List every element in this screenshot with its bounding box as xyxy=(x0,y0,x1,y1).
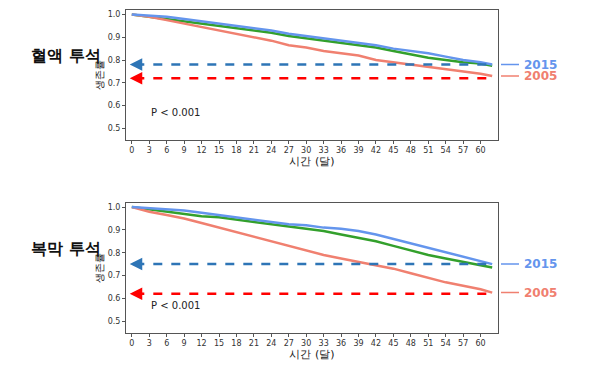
svg-text:P < 0.001: P < 0.001 xyxy=(151,107,200,118)
svg-text:3: 3 xyxy=(147,339,152,348)
svg-text:42: 42 xyxy=(371,339,381,348)
svg-text:27: 27 xyxy=(284,146,294,155)
svg-text:57: 57 xyxy=(458,339,468,348)
svg-text:0.5: 0.5 xyxy=(108,317,121,326)
svg-text:2015: 2015 xyxy=(524,257,557,271)
svg-text:P < 0.001: P < 0.001 xyxy=(151,300,200,311)
svg-text:57: 57 xyxy=(458,146,468,155)
svg-text:42: 42 xyxy=(371,146,381,155)
svg-text:0.9: 0.9 xyxy=(108,33,121,42)
svg-text:24: 24 xyxy=(266,146,276,155)
svg-text:혈액 투석: 혈액 투석 xyxy=(31,46,101,65)
svg-text:48: 48 xyxy=(406,339,416,348)
svg-text:0.9: 0.9 xyxy=(108,226,121,235)
svg-text:30: 30 xyxy=(301,339,311,348)
svg-text:0.6: 0.6 xyxy=(108,101,121,110)
svg-text:54: 54 xyxy=(441,339,451,348)
svg-text:30: 30 xyxy=(301,146,311,155)
svg-text:12: 12 xyxy=(196,339,206,348)
svg-text:6: 6 xyxy=(164,339,169,348)
svg-text:생존률: 생존률 xyxy=(94,60,105,90)
svg-text:36: 36 xyxy=(336,146,346,155)
svg-text:39: 39 xyxy=(353,339,363,348)
svg-text:0: 0 xyxy=(129,339,134,348)
svg-text:18: 18 xyxy=(231,339,241,348)
svg-text:0.8: 0.8 xyxy=(108,56,121,65)
svg-text:6: 6 xyxy=(164,146,169,155)
svg-text:54: 54 xyxy=(441,146,451,155)
svg-text:생존률: 생존률 xyxy=(94,253,105,283)
svg-text:21: 21 xyxy=(249,146,259,155)
svg-text:18: 18 xyxy=(231,146,241,155)
svg-text:9: 9 xyxy=(182,339,187,348)
svg-text:15: 15 xyxy=(214,339,224,348)
svg-text:1.0: 1.0 xyxy=(108,203,121,212)
svg-text:12: 12 xyxy=(196,146,206,155)
svg-text:0: 0 xyxy=(129,146,134,155)
svg-text:3: 3 xyxy=(147,146,152,155)
svg-text:21: 21 xyxy=(249,339,259,348)
svg-text:60: 60 xyxy=(475,339,485,348)
svg-text:2005: 2005 xyxy=(524,69,557,83)
svg-text:1.0: 1.0 xyxy=(108,10,121,19)
svg-text:9: 9 xyxy=(182,146,187,155)
svg-text:39: 39 xyxy=(353,146,363,155)
svg-text:시간 (달): 시간 (달) xyxy=(289,348,334,361)
svg-text:51: 51 xyxy=(423,339,433,348)
svg-text:0.7: 0.7 xyxy=(108,271,121,280)
svg-text:45: 45 xyxy=(388,146,398,155)
svg-text:27: 27 xyxy=(284,339,294,348)
svg-text:48: 48 xyxy=(406,146,416,155)
svg-text:33: 33 xyxy=(319,146,329,155)
svg-text:복막 투석: 복막 투석 xyxy=(31,239,101,258)
svg-text:51: 51 xyxy=(423,146,433,155)
svg-text:45: 45 xyxy=(388,339,398,348)
svg-text:2005: 2005 xyxy=(524,286,557,300)
svg-text:0.5: 0.5 xyxy=(108,124,121,133)
svg-text:60: 60 xyxy=(475,146,485,155)
svg-text:15: 15 xyxy=(214,146,224,155)
svg-text:0.8: 0.8 xyxy=(108,249,121,258)
svg-text:33: 33 xyxy=(319,339,329,348)
svg-text:24: 24 xyxy=(266,339,276,348)
svg-text:2015: 2015 xyxy=(524,58,557,72)
svg-text:36: 36 xyxy=(336,339,346,348)
svg-text:0.7: 0.7 xyxy=(108,79,121,88)
svg-text:시간 (달): 시간 (달) xyxy=(289,155,334,168)
svg-text:0.6: 0.6 xyxy=(108,294,121,303)
